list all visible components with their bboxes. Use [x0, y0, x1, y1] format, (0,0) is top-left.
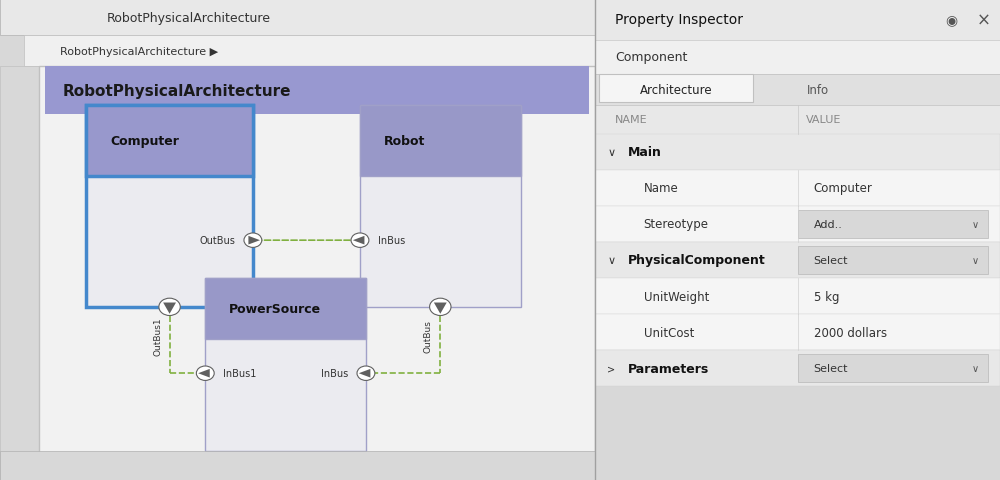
- Text: ∨: ∨: [607, 147, 615, 157]
- Circle shape: [196, 366, 214, 381]
- FancyBboxPatch shape: [86, 106, 253, 307]
- Text: Info: Info: [807, 84, 829, 96]
- FancyBboxPatch shape: [205, 278, 366, 339]
- Text: Select: Select: [814, 255, 848, 265]
- Circle shape: [351, 233, 369, 248]
- Polygon shape: [353, 236, 364, 245]
- Text: Computer: Computer: [110, 134, 179, 147]
- Text: RobotPhysicalArchitecture: RobotPhysicalArchitecture: [107, 12, 271, 24]
- FancyBboxPatch shape: [24, 36, 595, 67]
- FancyBboxPatch shape: [0, 0, 595, 36]
- Text: Property Inspector: Property Inspector: [615, 13, 743, 27]
- FancyBboxPatch shape: [86, 106, 253, 176]
- Text: Computer: Computer: [814, 182, 873, 195]
- FancyBboxPatch shape: [595, 134, 1000, 170]
- Circle shape: [244, 233, 262, 248]
- FancyBboxPatch shape: [595, 74, 1000, 106]
- FancyBboxPatch shape: [595, 0, 1000, 41]
- Text: ∨: ∨: [607, 255, 615, 265]
- Text: Architecture: Architecture: [640, 84, 712, 96]
- Text: Main: Main: [627, 146, 661, 159]
- Polygon shape: [248, 236, 260, 245]
- Text: InBus1: InBus1: [223, 369, 256, 378]
- Text: OutBus1: OutBus1: [153, 317, 162, 355]
- Text: Stereotype: Stereotype: [644, 218, 709, 231]
- FancyBboxPatch shape: [595, 106, 1000, 134]
- Text: OutBus: OutBus: [199, 236, 235, 246]
- Circle shape: [430, 299, 451, 316]
- Polygon shape: [434, 303, 447, 314]
- FancyBboxPatch shape: [205, 278, 366, 451]
- Text: NAME: NAME: [615, 115, 648, 125]
- Text: 2000 dollars: 2000 dollars: [814, 326, 887, 339]
- Text: 5 kg: 5 kg: [814, 290, 839, 303]
- Text: ∨: ∨: [972, 219, 979, 229]
- Polygon shape: [198, 369, 210, 378]
- Text: Parameters: Parameters: [627, 362, 709, 375]
- FancyBboxPatch shape: [360, 106, 521, 176]
- Text: Name: Name: [644, 182, 678, 195]
- FancyBboxPatch shape: [595, 242, 1000, 278]
- FancyBboxPatch shape: [45, 67, 589, 115]
- Circle shape: [159, 299, 180, 316]
- Text: UnitWeight: UnitWeight: [644, 290, 709, 303]
- FancyBboxPatch shape: [595, 350, 1000, 386]
- Text: PowerSource: PowerSource: [229, 302, 321, 315]
- Text: UnitCost: UnitCost: [644, 326, 694, 339]
- Text: InBus: InBus: [321, 369, 348, 378]
- Text: InBus: InBus: [378, 236, 405, 246]
- FancyBboxPatch shape: [798, 354, 988, 383]
- Text: Component: Component: [615, 51, 688, 64]
- Text: Robot: Robot: [384, 134, 425, 147]
- Text: >: >: [607, 363, 615, 373]
- Text: ×: ×: [977, 12, 991, 29]
- Circle shape: [357, 366, 375, 381]
- FancyBboxPatch shape: [595, 278, 1000, 314]
- Text: ∨: ∨: [972, 363, 979, 373]
- FancyBboxPatch shape: [595, 314, 1000, 350]
- Text: OutBus: OutBus: [424, 320, 433, 352]
- FancyBboxPatch shape: [0, 67, 39, 480]
- FancyBboxPatch shape: [360, 106, 521, 307]
- Text: RobotPhysicalArchitecture ▶: RobotPhysicalArchitecture ▶: [60, 47, 218, 57]
- FancyBboxPatch shape: [798, 210, 988, 239]
- Text: Select: Select: [814, 363, 848, 373]
- FancyBboxPatch shape: [39, 67, 595, 461]
- FancyBboxPatch shape: [595, 206, 1000, 242]
- Text: RobotPhysicalArchitecture: RobotPhysicalArchitecture: [62, 84, 291, 99]
- Text: ◉: ◉: [945, 13, 957, 27]
- Polygon shape: [359, 369, 370, 378]
- Polygon shape: [163, 303, 176, 314]
- FancyBboxPatch shape: [595, 41, 1000, 74]
- FancyBboxPatch shape: [599, 74, 753, 103]
- Text: PhysicalComponent: PhysicalComponent: [627, 254, 765, 267]
- Text: Add..: Add..: [814, 219, 843, 229]
- FancyBboxPatch shape: [798, 246, 988, 275]
- FancyBboxPatch shape: [0, 451, 595, 480]
- Text: VALUE: VALUE: [806, 115, 841, 125]
- FancyBboxPatch shape: [595, 170, 1000, 206]
- Text: ∨: ∨: [972, 255, 979, 265]
